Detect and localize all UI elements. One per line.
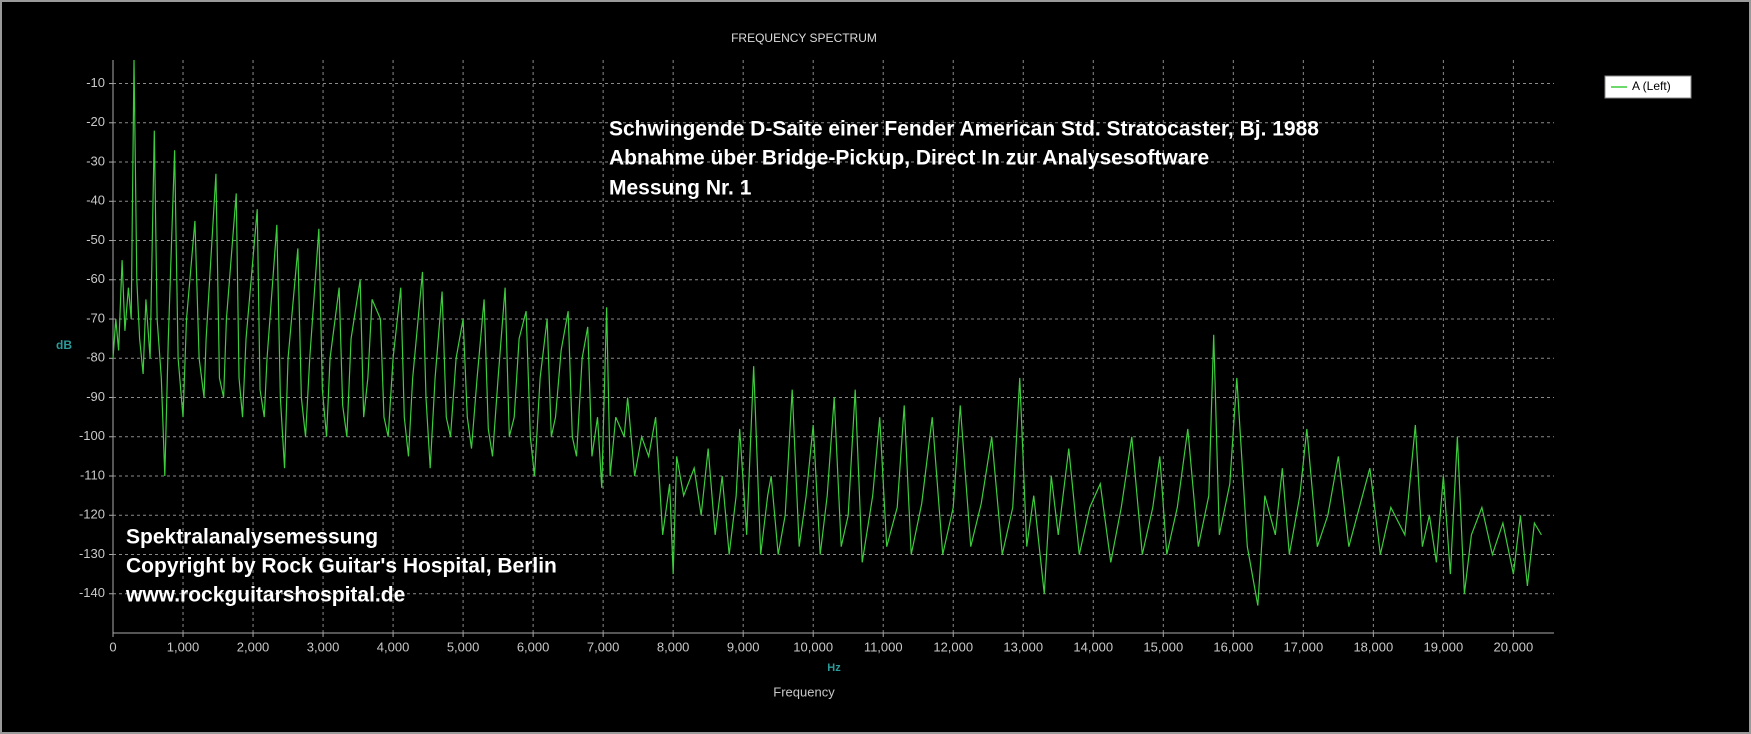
x-tick-label: 20,000 <box>1494 639 1534 654</box>
y-tick-label: -30 <box>86 153 105 168</box>
x-tick-label: 11,000 <box>864 639 903 654</box>
y-tick-label: -60 <box>86 271 105 286</box>
annotation: Spektralanalysemessung <box>126 526 378 549</box>
x-tick-label: 16,000 <box>1213 639 1253 654</box>
x-tick-label: 7,000 <box>587 639 620 654</box>
annotation: Schwingende D-Saite einer Fender America… <box>609 118 1319 141</box>
x-tick-label: 1,000 <box>167 639 200 654</box>
y-tick-label: -50 <box>86 232 105 247</box>
y-tick-label: -70 <box>86 310 105 325</box>
legend-label: A (Left) <box>1632 79 1671 93</box>
y-tick-label: -130 <box>79 546 105 561</box>
y-tick-label: -10 <box>86 75 105 90</box>
x-tick-label: 5,000 <box>447 639 480 654</box>
x-tick-label: 13,000 <box>1003 639 1043 654</box>
x-tick-label: 14,000 <box>1073 639 1113 654</box>
y-tick-label: -20 <box>86 114 105 129</box>
y-tick-label: -100 <box>79 428 105 443</box>
annotation: Abnahme über Bridge-Pickup, Direct In zu… <box>609 147 1209 170</box>
chart-title: FREQUENCY SPECTRUM <box>731 31 877 45</box>
x-tick-label: 17,000 <box>1283 639 1323 654</box>
x-axis-unit: Hz <box>827 662 841 674</box>
x-tick-label: 10,000 <box>793 639 833 654</box>
x-tick-label: 8,000 <box>657 639 690 654</box>
annotation: Messung Nr. 1 <box>609 177 752 200</box>
y-tick-label: -120 <box>79 507 105 522</box>
y-tick-label: -90 <box>86 389 105 404</box>
y-tick-label: -140 <box>79 585 105 600</box>
y-tick-label: -40 <box>86 193 105 208</box>
x-tick-label: 15,000 <box>1143 639 1183 654</box>
y-tick-label: -110 <box>80 467 105 482</box>
x-tick-label: 3,000 <box>307 639 340 654</box>
annotation: Copyright by Rock Guitar's Hospital, Ber… <box>126 555 557 578</box>
x-tick-label: 9,000 <box>727 639 760 654</box>
x-tick-label: 6,000 <box>517 639 550 654</box>
x-tick-label: 4,000 <box>377 639 410 654</box>
x-tick-label: 12,000 <box>933 639 973 654</box>
annotation: www.rockguitarshospital.de <box>125 584 405 607</box>
x-tick-label: 19,000 <box>1423 639 1463 654</box>
x-tick-label: 2,000 <box>237 639 270 654</box>
spectrum-line <box>112 59 1542 606</box>
x-tick-label: 18,000 <box>1353 639 1393 654</box>
y-tick-label: -80 <box>86 350 105 365</box>
y-axis-label: dB <box>56 338 72 352</box>
x-axis-label: Frequency <box>773 684 835 699</box>
legend-box <box>1604 75 1692 99</box>
x-tick-label: 0 <box>109 639 116 654</box>
